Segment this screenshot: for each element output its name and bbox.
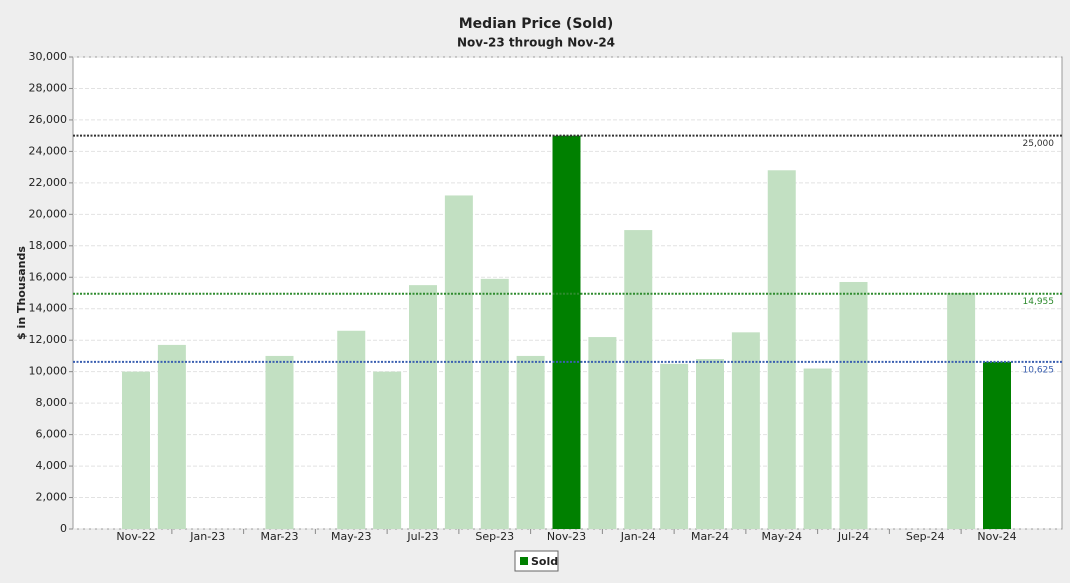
bar xyxy=(803,368,832,529)
y-tick-label: 12,000 xyxy=(29,333,68,346)
bar xyxy=(480,278,509,529)
reference-label: 25,000 xyxy=(1023,139,1055,149)
bar xyxy=(624,230,653,530)
y-tick-label: 0 xyxy=(60,522,67,535)
y-tick-label: 18,000 xyxy=(29,239,68,252)
bar xyxy=(373,371,402,529)
bar xyxy=(660,363,689,529)
y-axis-label: $ in Thousands xyxy=(15,246,28,340)
x-tick-label: Nov-23 xyxy=(547,530,586,543)
x-tick-label: Mar-24 xyxy=(691,530,729,543)
bar xyxy=(337,330,366,529)
legend-label: Sold xyxy=(531,555,558,568)
x-tick-label: Mar-23 xyxy=(260,530,298,543)
y-tick-label: 28,000 xyxy=(29,81,68,94)
y-tick-label: 10,000 xyxy=(29,365,68,378)
y-tick-label: 24,000 xyxy=(29,144,68,157)
y-tick-label: 20,000 xyxy=(29,207,68,220)
bar xyxy=(516,355,545,529)
chart-title: Median Price (Sold) xyxy=(459,16,614,32)
x-tick-label: Jan-23 xyxy=(189,530,225,543)
y-tick-label: 4,000 xyxy=(36,459,68,472)
y-tick-label: 30,000 xyxy=(29,50,68,63)
bar xyxy=(157,344,186,529)
y-tick-label: 26,000 xyxy=(29,113,68,126)
x-tick-label: Sep-24 xyxy=(906,530,945,543)
bar xyxy=(839,281,868,529)
bar xyxy=(767,170,796,529)
bar xyxy=(983,361,1011,529)
x-tick-label: Jan-24 xyxy=(620,530,656,543)
y-tick-label: 22,000 xyxy=(29,176,68,189)
legend xyxy=(514,550,559,572)
reference-label: 10,625 xyxy=(1023,365,1055,375)
legend-swatch xyxy=(520,557,528,565)
y-tick-label: 16,000 xyxy=(29,270,68,283)
x-tick-label: Nov-22 xyxy=(116,530,155,543)
y-tick-label: 2,000 xyxy=(36,491,68,504)
x-tick-label: Jul-23 xyxy=(406,530,438,543)
y-tick-label: 14,000 xyxy=(29,302,68,315)
y-tick-label: 8,000 xyxy=(36,396,68,409)
bar xyxy=(588,337,617,529)
x-tick-label: Sep-23 xyxy=(475,530,514,543)
bar xyxy=(696,359,724,529)
x-tick-label: May-24 xyxy=(761,530,802,543)
bar xyxy=(731,332,760,529)
bar xyxy=(552,135,581,529)
bar xyxy=(265,355,294,529)
x-tick-label: Jul-24 xyxy=(837,530,869,543)
x-tick-label: May-23 xyxy=(331,530,372,543)
chart-subtitle: Nov-23 through Nov-24 xyxy=(457,36,615,50)
bar xyxy=(409,285,437,529)
x-tick-label: Nov-24 xyxy=(977,530,1016,543)
bar xyxy=(947,293,976,529)
reference-label: 14,955 xyxy=(1023,297,1055,307)
y-tick-label: 6,000 xyxy=(36,428,68,441)
bar xyxy=(122,371,150,529)
